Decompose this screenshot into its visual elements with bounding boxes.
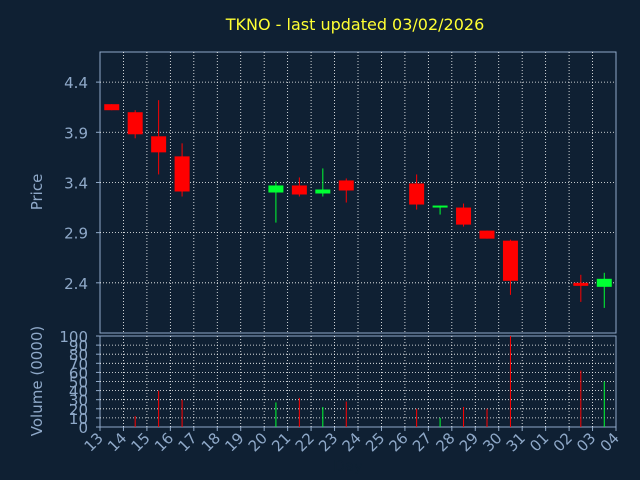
candle-body-down <box>479 230 495 239</box>
candle-body-down <box>104 104 120 111</box>
volume-y-tick-label: 10 <box>69 410 88 428</box>
candlestick-series <box>104 100 612 308</box>
price-y-axis: 2.4 2.9 3.4 3.9 4.4 <box>64 74 100 293</box>
x-tick-label: 24 <box>339 429 365 455</box>
x-tick-label: 04 <box>597 429 623 455</box>
volume-y-tick-label: 30 <box>69 392 88 410</box>
x-tick-label: 30 <box>479 429 505 455</box>
candle-body-up <box>596 278 612 287</box>
volume-y-tick-label: 90 <box>69 337 88 355</box>
volume-y-tick-label: 0 <box>78 419 88 437</box>
candle-body-up <box>315 189 331 194</box>
candle-body-down <box>409 183 425 205</box>
x-tick-label: 29 <box>456 429 482 455</box>
x-tick-label: 22 <box>292 429 318 455</box>
volume-grid <box>100 336 616 427</box>
price-y-tick-label: 2.4 <box>64 275 88 293</box>
x-tick-label: 27 <box>409 429 435 455</box>
price-axis-label: Price <box>28 174 46 211</box>
price-y-tick-label: 3.9 <box>64 124 88 142</box>
volume-y-tick-label: 60 <box>69 364 88 382</box>
candle-body-up <box>268 185 284 193</box>
volume-y-tick-label: 80 <box>69 346 88 364</box>
x-tick-label: 23 <box>315 429 341 455</box>
volume-y-tick-label: 100 <box>59 328 88 346</box>
price-y-tick-label: 2.9 <box>64 225 88 243</box>
x-tick-label: 31 <box>503 429 529 455</box>
x-tick-label: 03 <box>573 429 599 455</box>
x-tick-label: 15 <box>128 429 154 455</box>
x-tick-label: 17 <box>174 429 200 455</box>
x-tick-label: 16 <box>151 429 177 455</box>
candle-body-down <box>502 240 518 281</box>
volume-y-tick-label: 20 <box>69 401 88 419</box>
price-grid <box>100 52 616 333</box>
candle-body-down <box>291 185 307 195</box>
volume-y-tick-label: 40 <box>69 383 88 401</box>
x-tick-label: 14 <box>104 429 130 455</box>
x-tick-label: 20 <box>245 429 271 455</box>
volume-axis-label: Volume (0000) <box>28 326 46 436</box>
candle-body-down <box>456 207 472 225</box>
candle-body-down <box>338 180 354 191</box>
x-tick-label: 25 <box>362 429 388 455</box>
x-tick-label: 21 <box>268 429 294 455</box>
chart-title: TKNO - last updated 03/02/2026 <box>225 15 485 34</box>
x-axis: 1314151617181920212223242526272829303101… <box>81 427 623 455</box>
price-y-tick-label: 4.4 <box>64 74 88 92</box>
volume-y-tick-label: 70 <box>69 355 88 373</box>
candle-body-down <box>174 156 190 192</box>
x-axis-label: Day <box>333 457 363 475</box>
candle-body-down <box>573 282 589 286</box>
price-y-tick-label: 3.4 <box>64 174 88 192</box>
x-tick-label: 19 <box>221 429 247 455</box>
x-tick-label: 01 <box>526 429 552 455</box>
candle-body-down <box>127 112 143 135</box>
volume-series <box>134 336 605 427</box>
x-tick-label: 26 <box>386 429 412 455</box>
x-tick-label: 18 <box>198 429 224 455</box>
candle-body-down <box>151 136 167 153</box>
x-tick-label: 28 <box>432 429 458 455</box>
volume-y-tick-label: 50 <box>69 374 88 392</box>
x-tick-label: 02 <box>550 429 576 455</box>
candle-body-up <box>432 205 448 208</box>
